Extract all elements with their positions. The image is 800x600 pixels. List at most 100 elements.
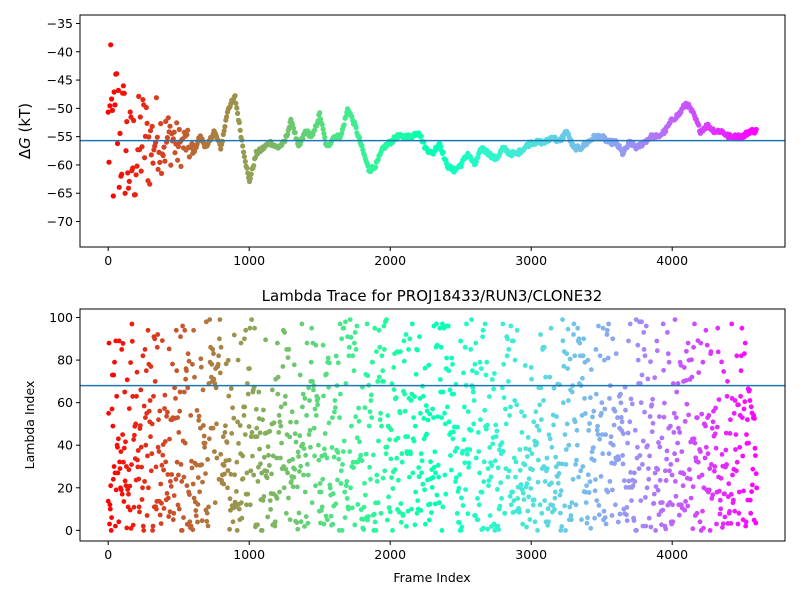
lambda-point xyxy=(653,528,658,533)
delta-g-point xyxy=(158,121,164,127)
delta-g-point xyxy=(172,150,178,156)
lambda-point xyxy=(215,361,221,367)
lambda-point xyxy=(539,417,544,423)
lambda-point xyxy=(442,410,447,416)
delta-g-point xyxy=(110,193,116,199)
delta-g-point xyxy=(224,114,230,120)
ylabel-delta: Δ xyxy=(16,148,34,159)
lambda-point xyxy=(290,457,295,462)
lambda-point xyxy=(597,436,603,442)
lambda-point xyxy=(518,482,524,487)
lambda-point xyxy=(504,353,510,359)
lambda-point xyxy=(245,491,251,497)
lambda-point xyxy=(505,336,510,342)
lambda-point xyxy=(511,498,517,503)
lambda-point xyxy=(604,327,610,333)
lambda-point xyxy=(668,462,674,467)
lambda-point xyxy=(599,432,605,437)
lambda-point xyxy=(229,431,235,436)
delta-g-point xyxy=(154,134,160,140)
lambda-point xyxy=(598,474,604,479)
lambda-point xyxy=(584,520,590,526)
lambda-point xyxy=(365,373,371,379)
lambda-point xyxy=(666,359,672,365)
lambda-point xyxy=(265,514,271,520)
lambda-point xyxy=(176,430,182,435)
lambda-point xyxy=(226,393,232,399)
lambda-point xyxy=(600,325,606,331)
lambda-point xyxy=(167,436,172,442)
lambda-point xyxy=(732,508,738,514)
lambda-point xyxy=(266,452,271,458)
lambda-point xyxy=(330,521,336,527)
lambda-point xyxy=(738,368,744,374)
lambda-point xyxy=(470,368,475,374)
lambda-point xyxy=(585,472,591,478)
lambda-point xyxy=(186,358,192,364)
lambda-point xyxy=(671,410,677,416)
lambda-point xyxy=(561,363,567,369)
lambda-point xyxy=(159,338,165,343)
lambda-point xyxy=(415,347,420,353)
lambda-point xyxy=(171,510,177,516)
lambda-point xyxy=(193,513,199,519)
lambda-point xyxy=(286,495,291,501)
lambda-point xyxy=(563,447,569,452)
lambda-point xyxy=(467,447,473,452)
lambda-point xyxy=(317,481,323,486)
lambda-point xyxy=(567,356,573,362)
lambda-point xyxy=(514,402,520,408)
lambda-point xyxy=(245,391,251,397)
lambda-point xyxy=(285,355,291,360)
lambda-point xyxy=(662,400,667,406)
lambda-point xyxy=(587,479,593,485)
lambda-point xyxy=(534,440,540,445)
lambda-point xyxy=(324,371,329,377)
lambda-point xyxy=(638,498,644,503)
lambda-point xyxy=(713,445,719,451)
lambda-point xyxy=(440,504,446,510)
lambda-point xyxy=(306,432,312,437)
lambda-point xyxy=(602,515,608,520)
lambda-point xyxy=(473,513,478,518)
lambda-point xyxy=(405,434,411,440)
lambda-point xyxy=(179,479,185,484)
lambda-point xyxy=(138,387,144,393)
lambda-point xyxy=(511,338,516,344)
lambda-point xyxy=(650,396,655,402)
lambda-point xyxy=(588,367,594,372)
lambda-point xyxy=(443,491,449,497)
delta-g-point xyxy=(155,166,161,172)
lambda-point xyxy=(267,428,273,434)
lambda-point xyxy=(741,488,746,494)
lambda-point xyxy=(503,421,509,427)
lambda-point xyxy=(156,449,162,454)
lambda-point xyxy=(486,478,492,483)
delta-g-point xyxy=(251,163,257,169)
lambda-point xyxy=(230,405,236,411)
lambda-point xyxy=(257,430,263,436)
lambda-point xyxy=(198,356,204,362)
lambda-point xyxy=(570,476,576,482)
lambda-point xyxy=(111,372,117,378)
lambda-point xyxy=(481,479,487,485)
lambda-point xyxy=(723,430,729,436)
lambda-point xyxy=(629,401,635,407)
lambda-point xyxy=(437,377,443,382)
lambda-point xyxy=(322,431,328,436)
lambda-point xyxy=(212,381,218,386)
lambda-point xyxy=(322,446,327,452)
lambda-point xyxy=(494,428,500,434)
lambda-point xyxy=(484,426,489,432)
lambda-point xyxy=(722,514,728,520)
lambda-point xyxy=(119,491,125,497)
lambda-point xyxy=(594,498,600,503)
lambda-point xyxy=(344,479,350,484)
lambda-point xyxy=(162,439,168,444)
lambda-point xyxy=(707,528,713,533)
lambda-point xyxy=(682,419,688,424)
lambda-point xyxy=(155,444,161,450)
lambda-point xyxy=(237,423,243,428)
y-tick-label: −35 xyxy=(47,16,73,31)
lambda-point xyxy=(261,494,267,499)
